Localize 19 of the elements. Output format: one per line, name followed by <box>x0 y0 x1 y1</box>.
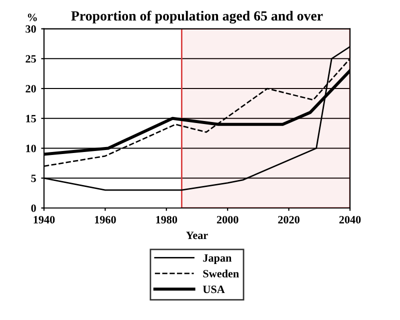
x-tick-label: 1960 <box>94 216 116 224</box>
y-tick-label: 15 <box>26 114 36 122</box>
y-tick-label: 25 <box>26 55 36 63</box>
x-tick-label: 1980 <box>156 216 178 224</box>
y-tick-label: 20 <box>26 85 36 92</box>
y-tick-label: 10 <box>26 144 36 152</box>
x-tick-label: 2040 <box>339 216 361 224</box>
x-axis-title: Year <box>186 232 208 240</box>
legend-label: Sweden <box>203 270 239 278</box>
y-tick-label: 5 <box>31 174 36 182</box>
y-tick-label: 30 <box>26 25 36 33</box>
y-tick-label: 0 <box>31 204 36 212</box>
x-tick-label: 1940 <box>34 216 55 224</box>
y-axis-title: % <box>28 14 37 22</box>
legend-label: Japan <box>203 254 232 264</box>
legend-label: USA <box>202 286 225 294</box>
x-tick-label: 2000 <box>216 216 238 224</box>
x-tick-label: 2020 <box>278 216 300 224</box>
chart-title: Proportion of population aged 65 and over <box>71 10 323 24</box>
